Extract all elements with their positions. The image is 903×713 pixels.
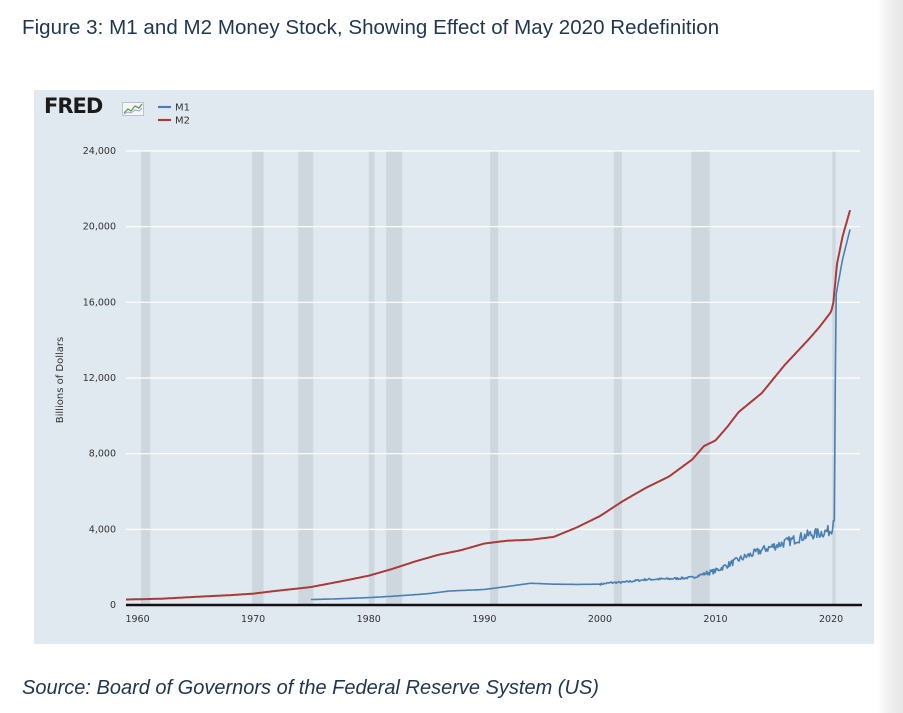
y-axis-label: Billions of Dollars [55, 337, 66, 423]
legend-label-m1: M1 [175, 103, 190, 114]
figure-source: Source: Board of Governors of the Federa… [22, 677, 599, 699]
series-line-m2 [125, 209, 852, 601]
y-tick-label: 12,000 [83, 373, 116, 384]
fred-graph-icon [122, 102, 144, 116]
x-tick-label: 2020 [819, 614, 843, 625]
line-chart: 0 4,000 8,000 12,000 16,000 20,000 24,000 1960… [55, 103, 862, 625]
x-tick-label: 1990 [472, 614, 496, 625]
gridlines [126, 150, 860, 530]
x-tick-label: 2010 [703, 614, 727, 625]
series-lines [125, 209, 852, 601]
y-tick-label: 4,000 [89, 524, 116, 535]
figure-title: Figure 3: M1 and M2 Money Stock, Showing… [22, 16, 720, 39]
page-edge-shadow [877, 0, 903, 713]
y-tick-label: 0 [110, 600, 116, 611]
x-tick-label: 1980 [357, 614, 381, 625]
chart-panel: FRED 0 4,000 8,000 12,000 16,000 20,000 24,000… [34, 90, 874, 644]
series-line-m1 [310, 229, 851, 601]
x-tick-label: 2000 [588, 614, 612, 625]
y-tick-label: 8,000 [89, 449, 116, 460]
x-tick-label: 1970 [241, 614, 265, 625]
x-tick-label: 1960 [125, 614, 149, 625]
x-tick-labels: 1960 1970 1980 1990 2000 2010 2020 [125, 614, 843, 625]
y-tick-label: 16,000 [83, 297, 116, 308]
y-tick-label: 20,000 [83, 222, 116, 233]
fred-logo: FRED [44, 94, 103, 118]
y-tick-label: 24,000 [83, 146, 116, 157]
legend-label-m2: M2 [175, 116, 190, 127]
y-tick-labels: 0 4,000 8,000 12,000 16,000 20,000 24,000 [83, 146, 116, 611]
